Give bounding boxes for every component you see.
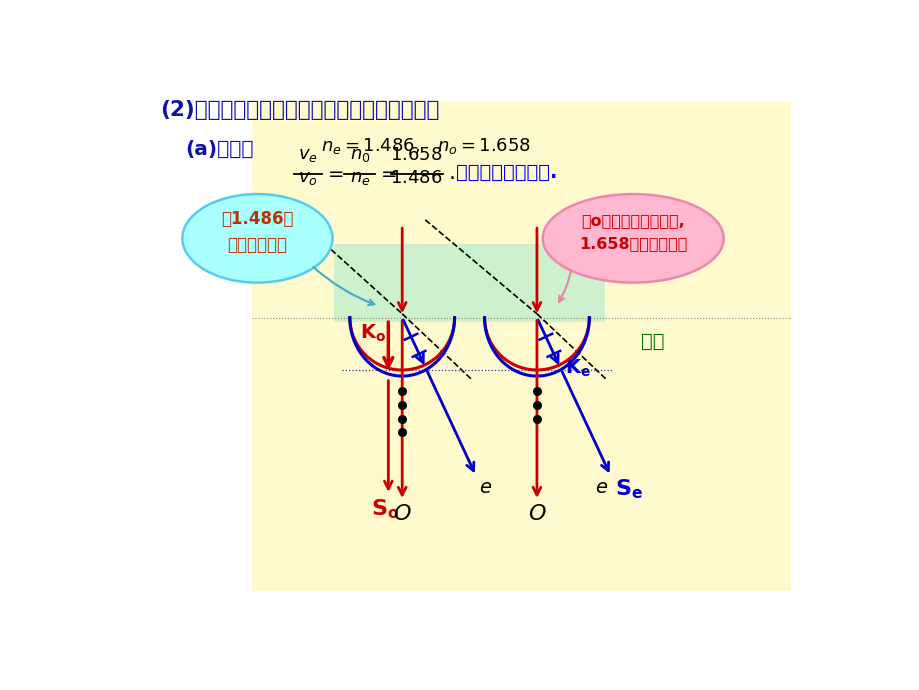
Text: $n_0$: $n_0$ [349, 146, 369, 164]
Text: $e$: $e$ [594, 477, 607, 497]
Text: $v_e$: $v_e$ [298, 146, 318, 164]
Ellipse shape [542, 194, 723, 283]
Text: $\mathbf{K_o}$: $\mathbf{K_o}$ [359, 322, 386, 344]
Text: $\mathbf{S_o}$: $\mathbf{S_o}$ [370, 497, 399, 522]
Text: (2)用惠更斯作图法确定光在晶体中的传播方向: (2)用惠更斯作图法确定光在晶体中的传播方向 [160, 100, 438, 120]
Text: $v_o$: $v_o$ [298, 169, 318, 187]
Text: $\mathbf{K_e}$: $\mathbf{K_e}$ [564, 357, 590, 379]
Text: 光轴平行于入射面.: 光轴平行于入射面. [456, 164, 557, 182]
Ellipse shape [182, 194, 332, 283]
Text: $e$: $e$ [479, 477, 492, 497]
Bar [252, 102, 790, 591]
Text: .: . [448, 163, 455, 183]
Text: (a)方解石: (a)方解石 [185, 140, 254, 159]
Text: $\mathbf{S_e}$: $\mathbf{S_e}$ [615, 477, 642, 501]
Text: $=$: $=$ [323, 164, 344, 182]
Text: $n_e = 1.486,$: $n_e = 1.486,$ [321, 136, 420, 156]
Text: $1.658$: $1.658$ [390, 146, 442, 164]
Text: $O$: $O$ [392, 504, 411, 524]
Text: 以1.486为
半径作半圆圆: 以1.486为 半径作半圆圆 [221, 210, 293, 255]
Text: $n_e$: $n_e$ [349, 169, 369, 187]
Text: $O$: $O$ [528, 504, 546, 524]
Bar [335, 244, 604, 322]
Text: 晶体: 晶体 [641, 331, 664, 351]
Text: 光轴: 光轴 [263, 225, 282, 244]
Text: 以o光波面半径为短轴,
1.658为长轴作樰圆: 以o光波面半径为短轴, 1.658为长轴作樰圆 [578, 214, 686, 250]
Text: $1.486$: $1.486$ [390, 169, 442, 187]
Text: $=$: $=$ [377, 164, 397, 182]
Text: $n_o = 1.658$: $n_o = 1.658$ [437, 136, 530, 156]
